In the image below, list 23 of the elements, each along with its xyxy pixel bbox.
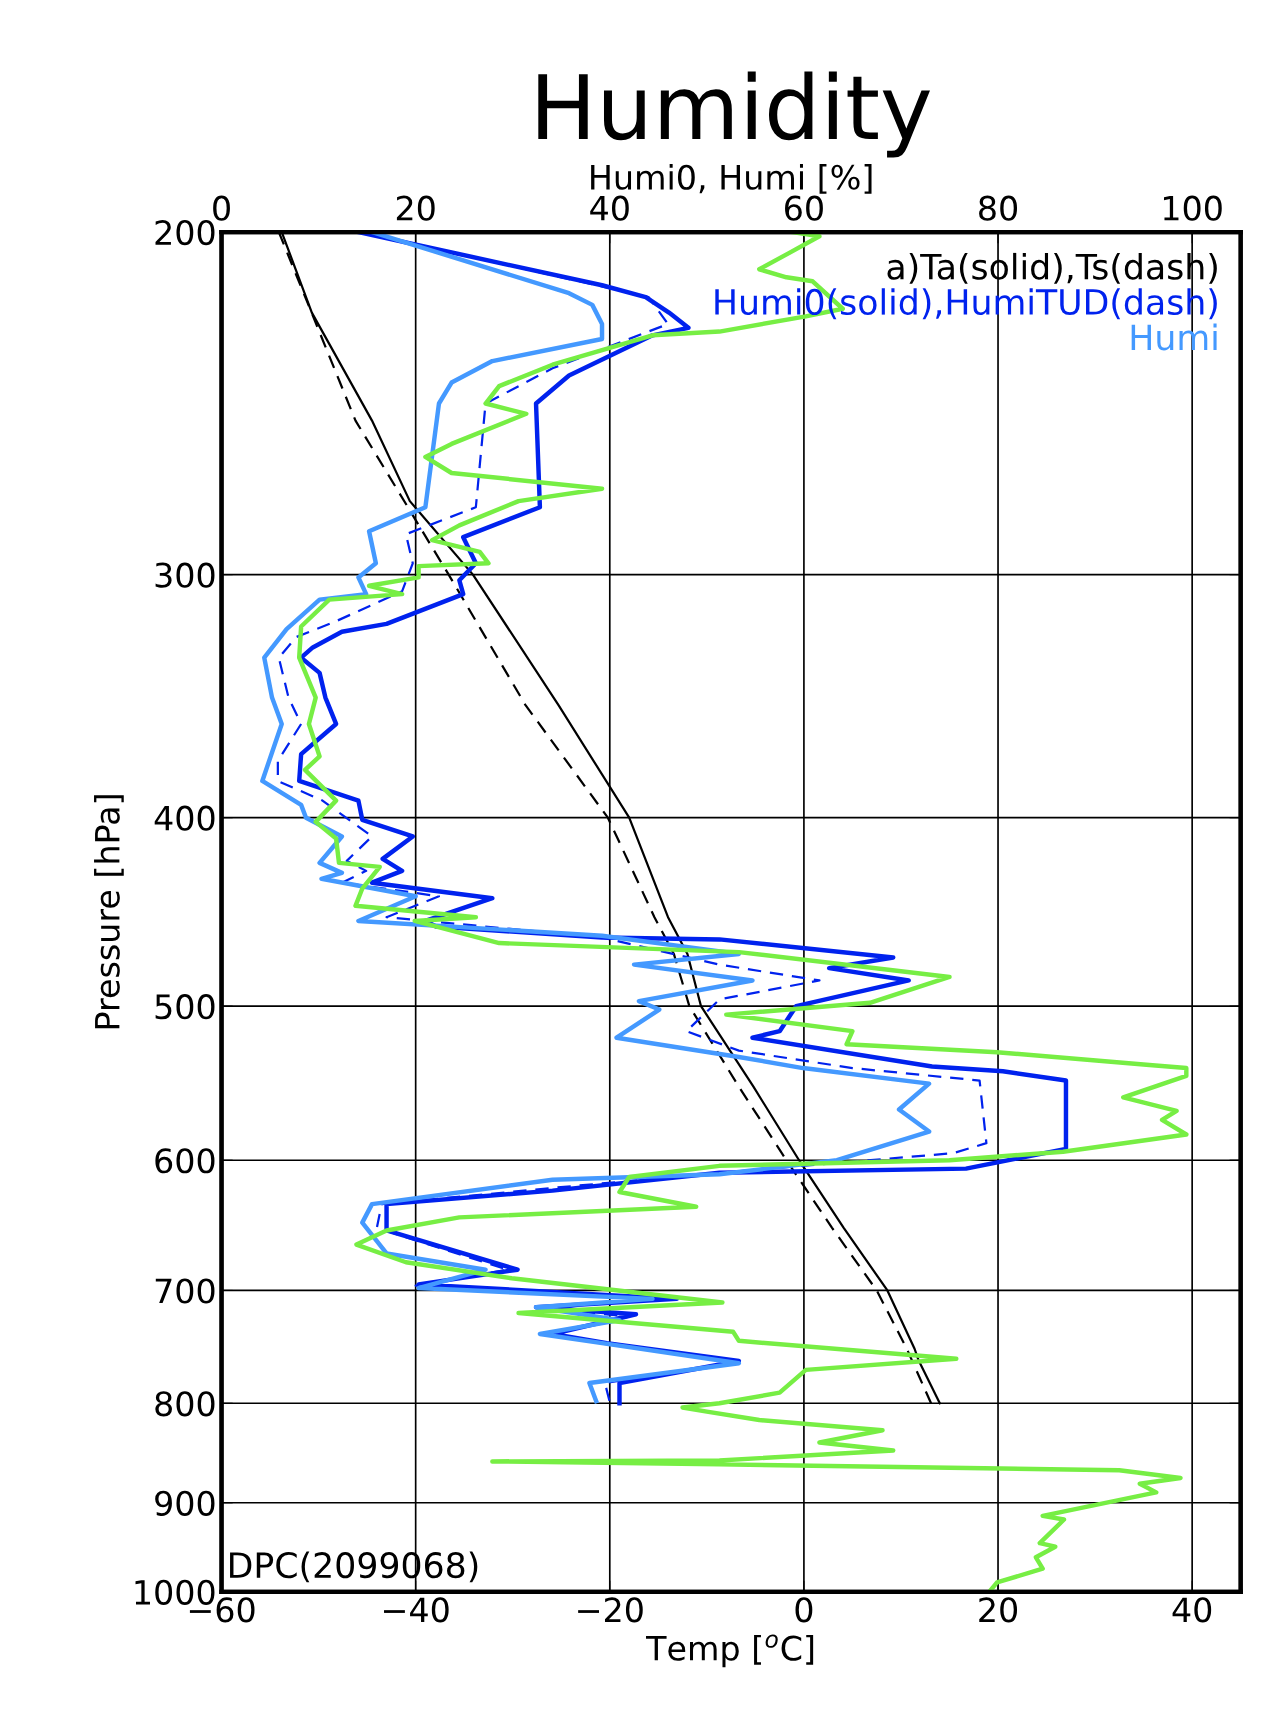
chart-title: Humidity [538, 71, 930, 158]
x-tick-label: 0 [795, 1597, 813, 1623]
x2-tick-label: 0 [213, 195, 230, 221]
x2-axis-title: Humi0, Humi [%] [591, 164, 872, 194]
y-tick-label: 200 [155, 219, 215, 246]
x2-tick-label: 80 [979, 195, 1018, 221]
x2-tick-label: 100 [1164, 195, 1222, 221]
x-tick-label: −40 [384, 1597, 449, 1623]
y-axis-title: Pressure [hPa] [94, 795, 124, 1029]
y-tick-label: 900 [155, 1490, 215, 1516]
x-tick-label: 20 [979, 1597, 1018, 1623]
x-tick-label: −20 [578, 1597, 643, 1623]
x2-tick-label: 40 [590, 195, 629, 221]
y-tick-label: 300 [155, 562, 215, 588]
y-tick-label: 500 [155, 994, 215, 1020]
x2-tick-label: 60 [785, 195, 823, 221]
x-tick-label: 40 [1172, 1597, 1212, 1623]
x2-tick-label: 20 [396, 195, 435, 221]
x-axis-title: Temp [$^{o}$C] [646, 1634, 814, 1668]
y-tick-label: 700 [155, 1278, 215, 1304]
y-tick-label: 400 [154, 805, 215, 831]
y-tick-label: 600 [155, 1148, 215, 1174]
y-tick-label: 800 [155, 1391, 215, 1417]
